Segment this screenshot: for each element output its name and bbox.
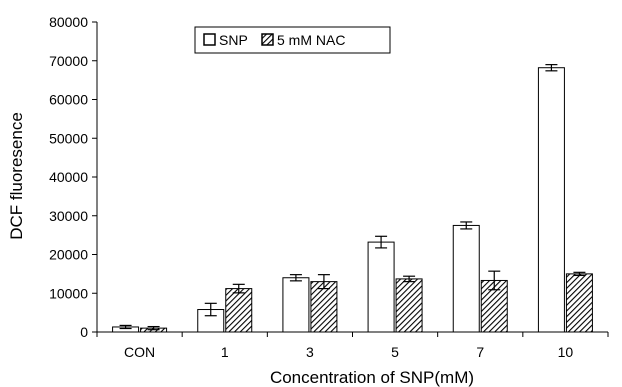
x-tick-label: CON xyxy=(124,344,155,360)
legend: SNP 5 mM NAC xyxy=(194,26,391,54)
y-tick-label: 40000 xyxy=(49,169,88,185)
x-tick-label: 10 xyxy=(558,344,574,360)
x-tick-label: 7 xyxy=(476,344,484,360)
y-tick-label: 20000 xyxy=(49,247,88,263)
legend-label-nac: 5 mM NAC xyxy=(277,32,345,48)
x-tick-label: 1 xyxy=(221,344,229,360)
x-tick-label: 5 xyxy=(391,344,399,360)
bar-snp xyxy=(367,241,395,333)
legend-box xyxy=(194,26,391,54)
y-tick-label: 80000 xyxy=(49,14,88,30)
y-tick-label: 50000 xyxy=(49,130,88,146)
legend-label-snp: SNP xyxy=(219,32,248,48)
bar-snp xyxy=(537,67,565,333)
y-tick-label: 60000 xyxy=(49,92,88,108)
bars-group xyxy=(112,67,593,333)
y-axis-ticks: 0 10000 20000 30000 40000 50000 60000 70000 8000… xyxy=(49,14,97,340)
error-bars-group xyxy=(119,64,586,331)
x-axis-ticks: CON 1 3 5 7 10 xyxy=(96,332,609,360)
legend-swatch-snp xyxy=(203,33,216,46)
y-tick-label: 10000 xyxy=(49,285,88,301)
y-axis-title: DCF fluoresence xyxy=(7,112,26,240)
y-tick-label: 0 xyxy=(80,324,88,340)
legend-swatch-nac xyxy=(261,33,274,46)
bar-nac xyxy=(225,288,253,333)
bar-nac xyxy=(565,273,593,333)
x-axis-title: Concentration of SNP(mM) xyxy=(270,368,474,387)
bar-snp xyxy=(452,224,480,333)
y-tick-label: 70000 xyxy=(49,53,88,69)
y-tick-label: 30000 xyxy=(49,208,88,224)
bar-nac xyxy=(395,278,423,333)
x-tick-label: 3 xyxy=(306,344,314,360)
bar-snp xyxy=(282,277,310,333)
